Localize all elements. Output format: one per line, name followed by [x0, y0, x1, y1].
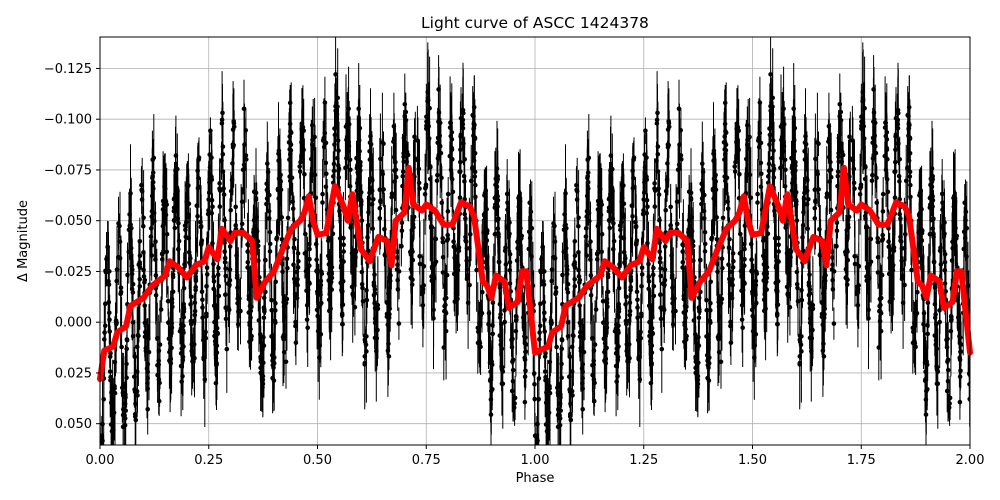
x-tick-label: 1.00 — [521, 453, 550, 468]
y-tick-label: 0.050 — [55, 417, 92, 432]
x-tick-label: 0.25 — [194, 453, 223, 468]
y-tick-label: −0.050 — [44, 214, 92, 229]
model-curve — [97, 164, 973, 382]
x-axis-label: Phase — [516, 471, 555, 486]
y-tick-label: −0.100 — [44, 113, 92, 128]
y-tick-label: 0.000 — [55, 316, 92, 331]
x-tick-label: 2.00 — [956, 453, 985, 468]
x-tick-label: 0.00 — [86, 453, 115, 468]
y-tick-label: −0.125 — [44, 62, 92, 77]
y-axis-ticks: −0.125 −0.100 −0.075 −0.050 −0.025 0.000 0.025… — [44, 62, 100, 432]
x-tick-label: 1.50 — [738, 453, 767, 468]
y-tick-label: −0.025 — [44, 265, 92, 280]
x-tick-label: 0.50 — [303, 453, 332, 468]
y-tick-label: 0.025 — [55, 366, 92, 381]
y-axis-label: Δ Magnitude — [16, 200, 31, 282]
y-tick-label: −0.075 — [44, 163, 92, 178]
chart-title: Light curve of ASCC 1424378 — [421, 14, 649, 32]
x-axis-ticks: 0.00 0.25 0.50 0.75 1.00 1.25 1.50 1.75 2.00 — [86, 445, 985, 468]
x-tick-label: 0.75 — [412, 453, 441, 468]
x-tick-label: 1.25 — [629, 453, 658, 468]
x-tick-label: 1.75 — [847, 453, 876, 468]
